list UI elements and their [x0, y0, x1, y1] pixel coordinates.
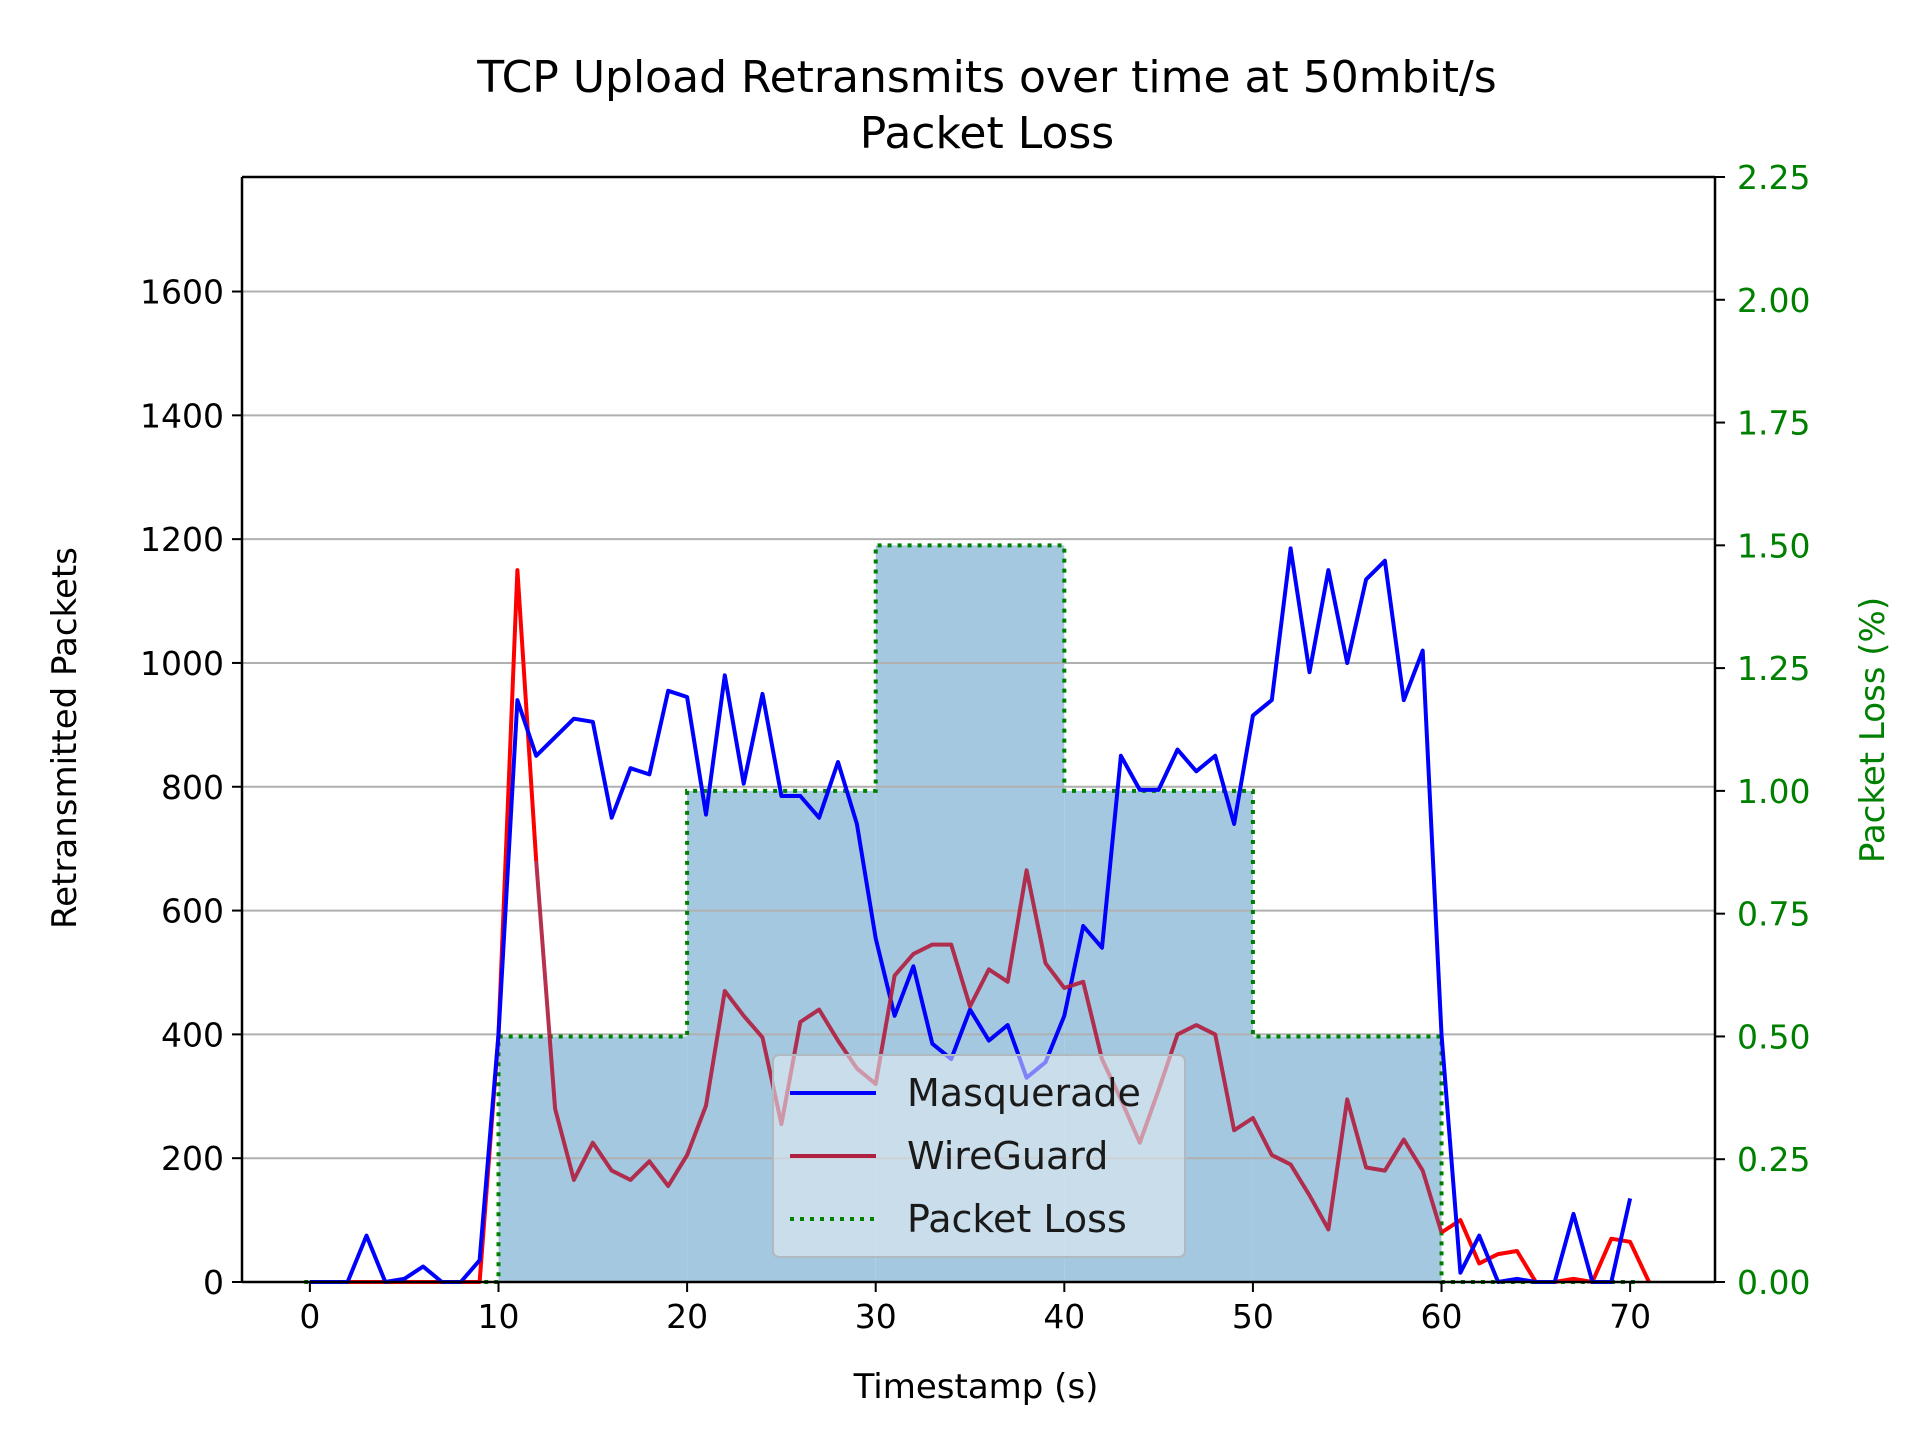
y-tick-label-5: 1000	[140, 644, 224, 683]
y-tick-label-0: 0	[203, 1263, 224, 1302]
x-tick-label-7: 70	[1609, 1297, 1651, 1336]
y-right-tick-label-3: 0.75	[1737, 895, 1810, 934]
y-right-tick-label-8: 2.00	[1737, 281, 1810, 320]
y-right-tick-label-4: 1.00	[1737, 772, 1810, 811]
legend-label-wireguard: WireGuard	[907, 1134, 1108, 1178]
y-axis-label: Retransmitted Packets	[45, 547, 85, 929]
x-tick-label-4: 40	[1043, 1297, 1085, 1336]
y-right-tick-label-5: 1.25	[1737, 649, 1810, 688]
y-right-tick-label-0: 0.00	[1737, 1263, 1810, 1302]
wireguard-line	[534, 860, 1444, 1234]
y-tick-label-4: 800	[161, 768, 224, 807]
y-tick-label-8: 1600	[140, 273, 224, 312]
y-tick-label-1: 200	[161, 1139, 224, 1178]
x-tick-label-1: 10	[478, 1297, 520, 1336]
legend-label-packet-loss: Packet Loss	[907, 1197, 1127, 1241]
chart-title-line2: Packet Loss	[860, 108, 1114, 159]
x-tick-label-6: 60	[1421, 1297, 1463, 1336]
x-tick-label-0: 0	[299, 1297, 320, 1336]
packet-loss-line	[304, 543, 1636, 1284]
y-axis-right-label: Packet Loss (%)	[1853, 597, 1893, 863]
y-tick-label-2: 400	[161, 1015, 224, 1054]
x-axis-label: Timestamp (s)	[853, 1367, 1099, 1407]
legend: Masquerade WireGuard Packet Loss	[772, 1054, 1186, 1258]
y-right-tick-label-9: 2.25	[1737, 158, 1810, 197]
y-tick-label-7: 1400	[140, 396, 224, 435]
legend-label-masquerade: Masquerade	[907, 1071, 1141, 1115]
ticks-layer: 0 10 20 30 40 50 60 70 0 200 400 600 800 1000 1200 1400…	[140, 158, 1810, 1336]
legend-box	[772, 1054, 1186, 1258]
packet-loss-fill-step-1	[498, 1036, 688, 1282]
y-tick-label-6: 1200	[140, 520, 224, 559]
x-tick-label-2: 20	[666, 1297, 708, 1336]
y-right-tick-label-7: 1.75	[1737, 404, 1810, 443]
x-tick-label-3: 30	[855, 1297, 897, 1336]
chart-title-line1: TCP Upload Retransmits over time at 50mb…	[476, 52, 1496, 103]
grid-layer	[242, 290, 1715, 1160]
x-tick-label-5: 50	[1232, 1297, 1274, 1336]
y-tick-label-3: 600	[161, 892, 224, 931]
y-right-tick-label-2: 0.50	[1737, 1017, 1810, 1056]
axes-layer	[240, 175, 1717, 1284]
y-right-tick-label-6: 1.50	[1737, 526, 1810, 565]
y-right-tick-label-1: 0.25	[1737, 1140, 1810, 1179]
masquerade-line	[309, 546, 1633, 1284]
